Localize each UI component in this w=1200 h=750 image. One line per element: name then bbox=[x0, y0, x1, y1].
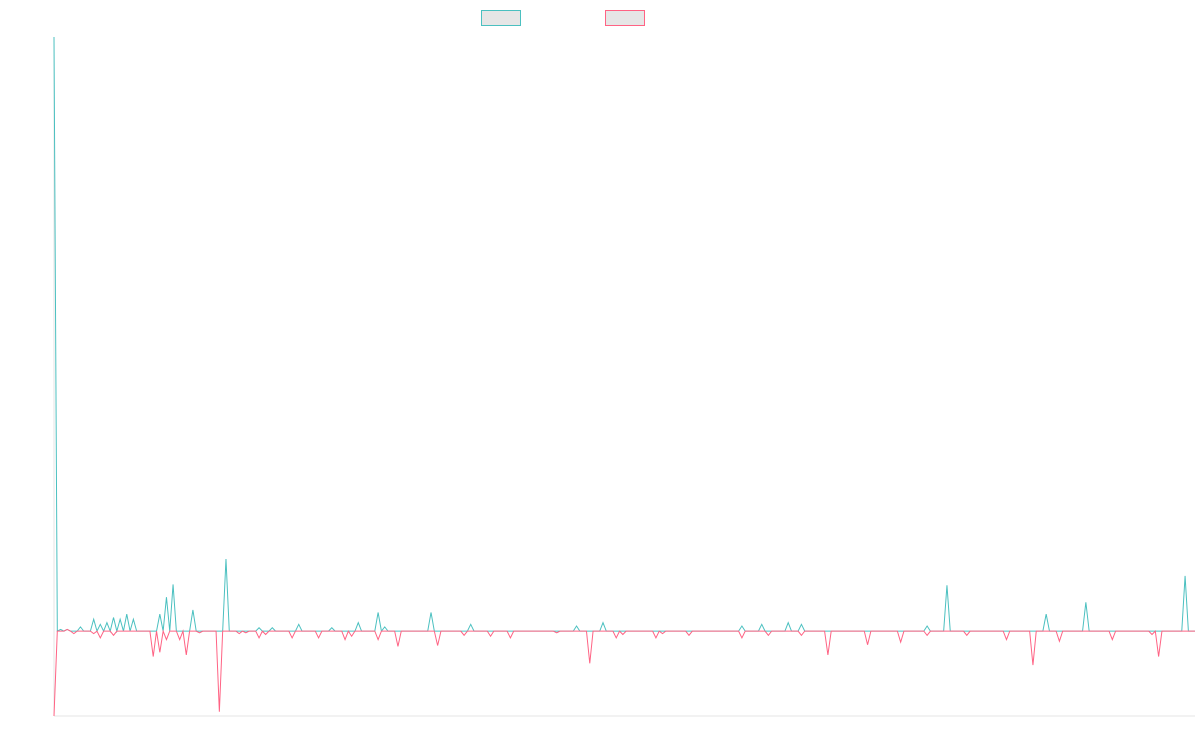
series-line-1 bbox=[53, 36, 1195, 634]
axes bbox=[53, 37, 1195, 717]
legend-swatch-series-2 bbox=[605, 10, 645, 26]
series-line-2 bbox=[53, 628, 1195, 717]
legend-swatch-series-1 bbox=[481, 10, 521, 26]
legend bbox=[481, 10, 645, 26]
series-layer bbox=[53, 36, 1195, 717]
